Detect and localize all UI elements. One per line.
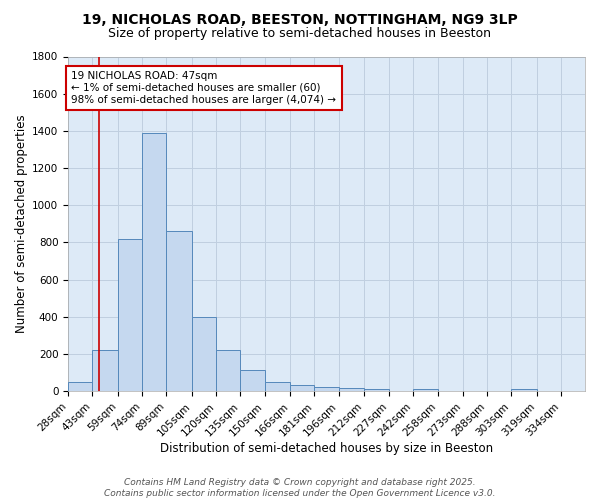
Bar — [511, 390, 536, 392]
Bar — [142, 132, 166, 392]
Bar — [338, 388, 364, 392]
Text: Contains HM Land Registry data © Crown copyright and database right 2025.
Contai: Contains HM Land Registry data © Crown c… — [104, 478, 496, 498]
Text: Size of property relative to semi-detached houses in Beeston: Size of property relative to semi-detach… — [109, 28, 491, 40]
Bar — [192, 317, 216, 392]
Text: 19 NICHOLAS ROAD: 47sqm
← 1% of semi-detached houses are smaller (60)
98% of sem: 19 NICHOLAS ROAD: 47sqm ← 1% of semi-det… — [71, 72, 337, 104]
Bar — [364, 390, 389, 392]
Bar — [118, 239, 142, 392]
X-axis label: Distribution of semi-detached houses by size in Beeston: Distribution of semi-detached houses by … — [160, 442, 493, 455]
Bar — [241, 370, 265, 392]
Bar — [265, 382, 290, 392]
Bar — [92, 350, 118, 392]
Bar — [290, 384, 314, 392]
Text: 19, NICHOLAS ROAD, BEESTON, NOTTINGHAM, NG9 3LP: 19, NICHOLAS ROAD, BEESTON, NOTTINGHAM, … — [82, 12, 518, 26]
Bar — [166, 232, 192, 392]
Bar — [413, 390, 439, 392]
Bar — [314, 386, 338, 392]
Bar — [68, 382, 92, 392]
Bar — [216, 350, 241, 392]
Y-axis label: Number of semi-detached properties: Number of semi-detached properties — [15, 114, 28, 333]
